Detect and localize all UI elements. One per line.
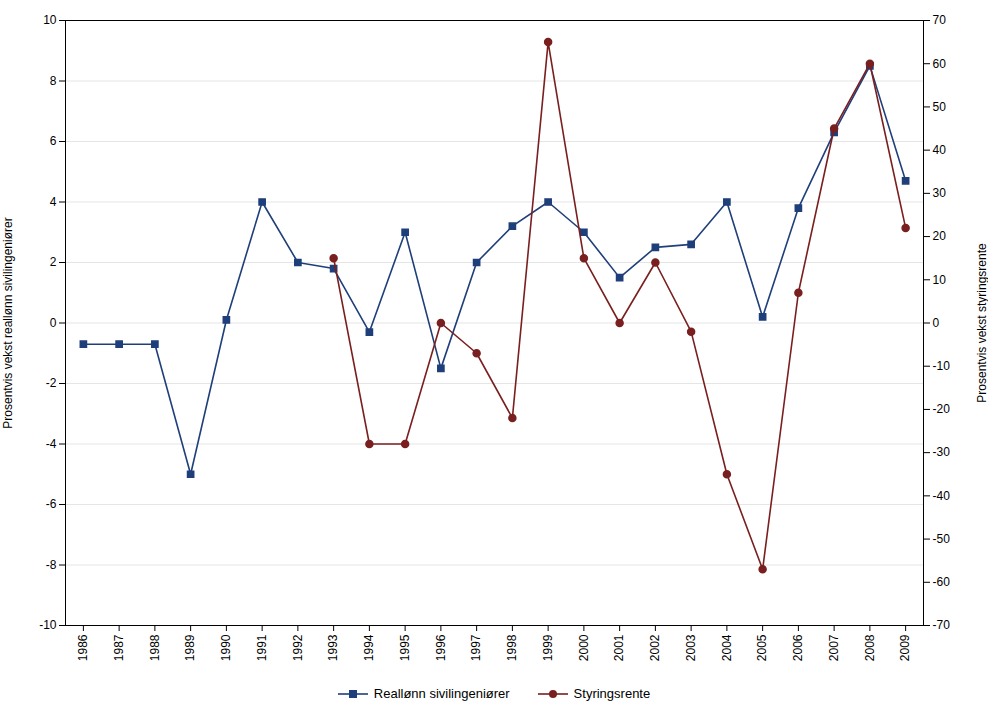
svg-text:2008: 2008 (863, 634, 877, 661)
svg-text:-60: -60 (933, 575, 951, 589)
html-text:Reallønn sivilingeniører: Reallønn sivilingeniører (373, 686, 510, 701)
svg-text:-2: -2 (46, 376, 57, 390)
svg-text:20: 20 (933, 229, 947, 243)
svg-text:4: 4 (50, 195, 57, 209)
svg-text:-10: -10 (39, 618, 57, 632)
svg-text:10: 10 (43, 13, 57, 27)
html-text:Styringsrente: Styringsrente (573, 686, 651, 701)
svg-text:1998: 1998 (505, 634, 519, 661)
svg-text:1997: 1997 (469, 634, 483, 661)
svg-text:-30: -30 (933, 445, 951, 459)
svg-text:0: 0 (50, 316, 57, 330)
svg-text:-10: -10 (933, 359, 951, 373)
svg-text:1992: 1992 (291, 634, 305, 661)
svg-text:-4: -4 (46, 437, 57, 451)
svg-text:1999: 1999 (541, 634, 555, 661)
svg-text:1991: 1991 (255, 634, 269, 661)
svg-text:10: 10 (933, 273, 947, 287)
svg-text:2006: 2006 (791, 634, 805, 661)
svg-text:0: 0 (933, 316, 940, 330)
svg-text:2005: 2005 (755, 634, 769, 661)
svg-text:1993: 1993 (326, 634, 340, 661)
svg-text:Prosentvis vekst reallønn sivi: Prosentvis vekst reallønn sivilingeniøre… (1, 217, 15, 428)
svg-text:2004: 2004 (720, 634, 734, 661)
svg-text:2: 2 (50, 255, 57, 269)
svg-text:2009: 2009 (898, 634, 912, 661)
svg-text:30: 30 (933, 186, 947, 200)
svg-text:50: 50 (933, 100, 947, 114)
svg-text:1990: 1990 (219, 634, 233, 661)
svg-text:1994: 1994 (362, 634, 376, 661)
svg-text:-6: -6 (46, 497, 57, 511)
svg-text:Prosentvis vekst styringsrente: Prosentvis vekst styringsrente (975, 243, 988, 403)
svg-text:2002: 2002 (648, 634, 662, 661)
svg-text:70: 70 (933, 13, 947, 27)
svg-text:1989: 1989 (183, 634, 197, 661)
svg-text:-70: -70 (933, 618, 951, 632)
svg-text:-50: -50 (933, 532, 951, 546)
svg-text:-40: -40 (933, 489, 951, 503)
svg-text:2003: 2003 (684, 634, 698, 661)
svg-text:-20: -20 (933, 402, 951, 416)
svg-text:2000: 2000 (577, 634, 591, 661)
svg-text:1987: 1987 (112, 634, 126, 661)
svg-text:2007: 2007 (827, 634, 841, 661)
svg-text:1988: 1988 (148, 634, 162, 661)
svg-text:1995: 1995 (398, 634, 412, 661)
svg-text:8: 8 (50, 74, 57, 88)
svg-text:2001: 2001 (612, 634, 626, 661)
svg-text:60: 60 (933, 57, 947, 71)
svg-text:40: 40 (933, 143, 947, 157)
svg-text:6: 6 (50, 134, 57, 148)
svg-text:1996: 1996 (434, 634, 448, 661)
svg-text:1986: 1986 (76, 634, 90, 661)
svg-text:-8: -8 (46, 558, 57, 572)
